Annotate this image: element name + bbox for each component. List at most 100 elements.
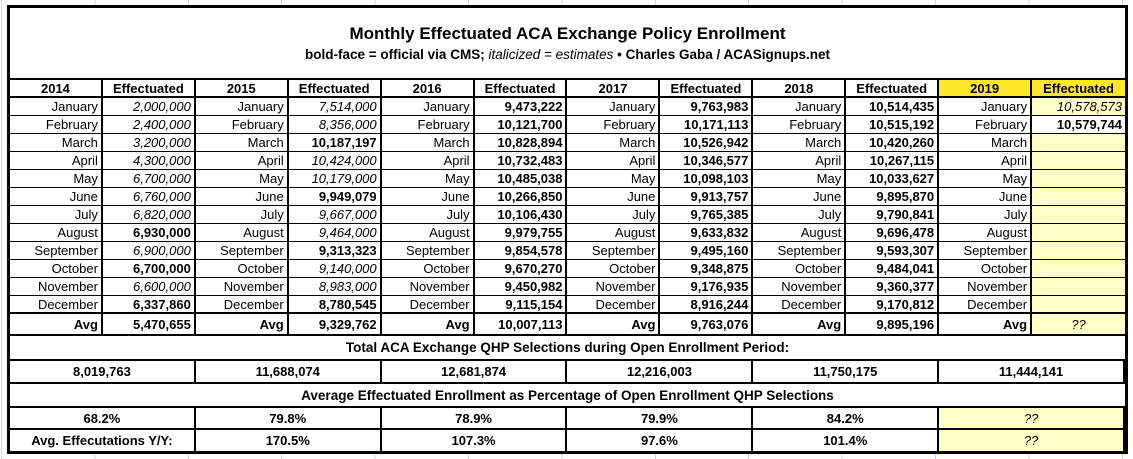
value-cell-2018-december: 9,170,812 <box>846 296 940 314</box>
value-cell-2016-july: 10,106,430 <box>474 206 568 224</box>
value-cell-2019-august <box>1032 224 1125 242</box>
pct-value-2017: 79.9% <box>567 408 754 428</box>
month-cell-2018-december: December <box>753 296 847 314</box>
value-cell-2017-january: 9,763,983 <box>660 98 754 116</box>
value-cell-2016-november: 9,450,982 <box>474 278 568 296</box>
value-cell-2018-may: 10,033,627 <box>846 170 940 188</box>
month-cell-2017-november: November <box>567 278 661 296</box>
avg-value-2019: ?? <box>1032 314 1125 334</box>
yoy-value-2016: 107.3% <box>382 430 568 451</box>
month-cell-2016-august: August <box>381 224 475 242</box>
value-cell-2016-april: 10,732,483 <box>474 152 568 170</box>
month-cell-2018-march: March <box>753 134 847 152</box>
value-cell-2019-march <box>1032 134 1125 152</box>
value-cell-2014-august: 6,930,000 <box>102 224 196 242</box>
month-cell-2015-september: September <box>195 242 289 260</box>
qhp-total-2017: 12,216,003 <box>567 361 754 382</box>
value-cell-2019-december <box>1032 296 1125 314</box>
qhp-total-2015: 11,688,074 <box>196 361 382 382</box>
avg-label-2018: Avg <box>753 314 847 334</box>
value-cell-2017-march: 10,526,942 <box>660 134 754 152</box>
yoy-value-2018: 101.4% <box>753 430 940 451</box>
value-cell-2015-september: 9,313,323 <box>288 242 382 260</box>
value-cell-2018-august: 9,696,478 <box>846 224 940 242</box>
value-cell-2014-november: 6,600,000 <box>102 278 196 296</box>
effectuated-header-2019: Effectuated <box>1032 80 1125 98</box>
month-cell-2018-january: January <box>753 98 847 116</box>
value-cell-2015-march: 10,187,197 <box>288 134 382 152</box>
value-cell-2015-october: 9,140,000 <box>288 260 382 278</box>
month-cell-2014-august: August <box>10 224 103 242</box>
month-cell-2015-may: May <box>195 170 289 188</box>
month-cell-2014-march: March <box>10 134 103 152</box>
yoy-values-row: Avg. Effecutations Y/Y: 170.5% 107.3% 97.6%… <box>10 430 1125 451</box>
month-cell-2015-august: August <box>195 224 289 242</box>
month-cell-2017-july: July <box>567 206 661 224</box>
value-cell-2018-november: 9,360,377 <box>846 278 940 296</box>
pct-section-label: Average Effectuated Enrollment as Percen… <box>10 384 1125 408</box>
value-cell-2019-may <box>1032 170 1125 188</box>
pct-value-2014: 68.2% <box>10 408 196 428</box>
value-cell-2016-december: 9,115,154 <box>474 296 568 314</box>
month-cell-2016-april: April <box>381 152 475 170</box>
month-cell-2018-july: July <box>753 206 847 224</box>
qhp-total-2018: 11,750,175 <box>753 361 940 382</box>
page-title: Monthly Effectuated ACA Exchange Policy … <box>349 24 786 43</box>
value-cell-2019-october <box>1032 260 1125 278</box>
value-cell-2014-march: 3,200,000 <box>102 134 196 152</box>
effectuated-header-2014: Effectuated <box>102 80 196 98</box>
month-cell-2014-october: October <box>10 260 103 278</box>
value-cell-2017-july: 9,765,385 <box>660 206 754 224</box>
value-cell-2018-july: 9,790,841 <box>846 206 940 224</box>
value-cell-2019-january: 10,578,573 <box>1032 98 1125 116</box>
month-cell-2016-february: February <box>381 116 475 134</box>
month-cell-2017-january: January <box>567 98 661 116</box>
avg-value-2016: 10,007,113 <box>475 314 568 334</box>
value-cell-2016-may: 10,485,038 <box>474 170 568 188</box>
month-cell-2017-february: February <box>567 116 661 134</box>
month-cell-2016-december: December <box>381 296 475 314</box>
value-cell-2015-january: 7,514,000 <box>288 98 382 116</box>
pct-value-2016: 78.9% <box>382 408 568 428</box>
month-cell-2014-april: April <box>10 152 103 170</box>
month-cell-2018-november: November <box>753 278 847 296</box>
enrollment-table: Monthly Effectuated ACA Exchange Policy … <box>7 5 1128 454</box>
value-cell-2018-march: 10,420,260 <box>846 134 940 152</box>
value-cell-2018-october: 9,484,041 <box>846 260 940 278</box>
value-cell-2018-september: 9,593,307 <box>846 242 940 260</box>
value-cell-2016-february: 10,121,700 <box>474 116 568 134</box>
value-cell-2019-july <box>1032 206 1125 224</box>
month-cell-2018-october: October <box>753 260 847 278</box>
month-cell-2019-may: May <box>939 170 1033 188</box>
legend-line: bold-face = official via CMS; italicized… <box>10 45 1125 64</box>
value-cell-2015-may: 10,179,000 <box>288 170 382 188</box>
avg-label-2014: Avg <box>10 314 103 334</box>
legend-separator: • <box>617 47 622 62</box>
month-cell-2019-december: December <box>939 296 1033 314</box>
pct-values-row: 68.2% 79.8% 78.9% 79.9% 84.2%?? <box>10 408 1125 430</box>
value-cell-2017-december: 8,916,244 <box>660 296 754 314</box>
value-cell-2015-february: 8,356,000 <box>288 116 382 134</box>
value-cell-2017-april: 10,346,577 <box>660 152 754 170</box>
month-cell-2016-july: July <box>381 206 475 224</box>
month-cell-2016-january: January <box>381 98 475 116</box>
month-cell-2019-july: July <box>939 206 1033 224</box>
value-cell-2019-april <box>1032 152 1125 170</box>
month-cell-2014-january: January <box>10 98 103 116</box>
value-cell-2019-february: 10,579,744 <box>1032 116 1125 134</box>
value-cell-2014-may: 6,700,000 <box>102 170 196 188</box>
value-cell-2017-june: 9,913,757 <box>660 188 754 206</box>
month-cell-2014-july: July <box>10 206 103 224</box>
month-cell-2016-may: May <box>381 170 475 188</box>
title-block: Monthly Effectuated ACA Exchange Policy … <box>10 8 1125 80</box>
effectuated-header-2016: Effectuated <box>474 80 568 98</box>
month-cell-2017-march: March <box>567 134 661 152</box>
month-cell-2019-november: November <box>939 278 1033 296</box>
avg-label-2019: Avg <box>939 314 1033 334</box>
value-cell-2014-january: 2,000,000 <box>102 98 196 116</box>
value-cell-2015-june: 9,949,079 <box>288 188 382 206</box>
value-cell-2014-june: 6,760,000 <box>102 188 196 206</box>
value-cell-2014-september: 6,900,000 <box>102 242 196 260</box>
month-cell-2016-march: March <box>381 134 475 152</box>
month-cell-2017-august: August <box>567 224 661 242</box>
